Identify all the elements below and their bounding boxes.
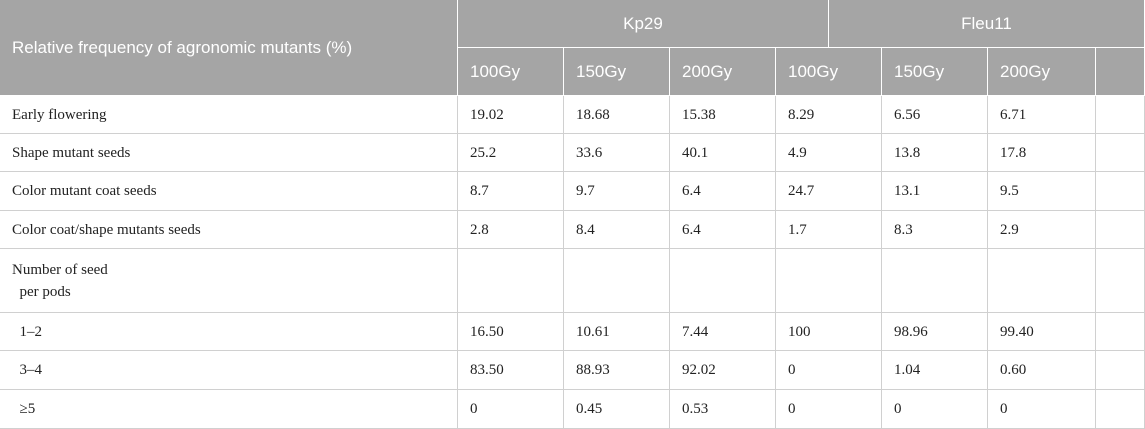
cell-value: 83.50 [458,351,564,390]
column-header: 150Gy [564,48,670,96]
row-label: 3–4 [0,351,458,390]
column-header: 100Gy [776,48,882,96]
cell-empty [1096,211,1145,249]
cell-value: 0 [776,390,882,429]
cell-empty [670,249,776,313]
cell-value: 1.04 [882,351,988,390]
cell-value: 9.5 [988,172,1096,211]
cell-value: 24.7 [776,172,882,211]
cell-empty [1096,172,1145,211]
cell-empty [776,249,882,313]
row-label: Shape mutant seeds [0,134,458,172]
column-header: 100Gy [458,48,564,96]
column-header: 200Gy [988,48,1096,96]
cell-empty [458,249,564,313]
cell-value: 10.61 [564,313,670,351]
cell-value: 15.38 [670,96,776,134]
cell-empty [1096,134,1145,172]
cell-value: 100 [776,313,882,351]
cell-empty [1096,390,1145,429]
cell-empty [564,249,670,313]
cell-value: 13.8 [882,134,988,172]
cell-empty [1096,313,1145,351]
cell-value: 6.4 [670,172,776,211]
cell-value: 8.29 [776,96,882,134]
cell-value: 16.50 [458,313,564,351]
cell-value: 0.53 [670,390,776,429]
cell-value: 8.3 [882,211,988,249]
cell-empty [1096,96,1145,134]
cell-value: 13.1 [882,172,988,211]
cell-value: 98.96 [882,313,988,351]
group-header: Fleu11 [829,0,1145,48]
cell-value: 18.68 [564,96,670,134]
group-header: Kp29 [458,0,829,48]
cell-value: 4.9 [776,134,882,172]
cell-value: 25.2 [458,134,564,172]
row-label: Color coat/shape mutants seeds [0,211,458,249]
cell-empty [1096,351,1145,390]
row-label: ≥5 [0,390,458,429]
cell-value: 0.60 [988,351,1096,390]
row-label: 1–2 [0,313,458,351]
column-header: 150Gy [882,48,988,96]
cell-value: 99.40 [988,313,1096,351]
cell-value: 40.1 [670,134,776,172]
cell-value: 2.9 [988,211,1096,249]
cell-value: 0.45 [564,390,670,429]
cell-value: 17.8 [988,134,1096,172]
cell-empty [1096,249,1145,313]
cell-value: 92.02 [670,351,776,390]
column-header-empty [1096,48,1145,96]
cell-value: 8.4 [564,211,670,249]
cell-value: 8.7 [458,172,564,211]
row-label: Number of seed per pods [0,249,458,313]
cell-value: 9.7 [564,172,670,211]
cell-value: 6.56 [882,96,988,134]
cell-empty [988,249,1096,313]
cell-value: 88.93 [564,351,670,390]
column-header: 200Gy [670,48,776,96]
cell-value: 6.71 [988,96,1096,134]
cell-value: 0 [458,390,564,429]
cell-value: 1.7 [776,211,882,249]
cell-value: 2.8 [458,211,564,249]
cell-value: 6.4 [670,211,776,249]
header-title: Relative frequency of agronomic mutants … [0,0,458,96]
cell-value: 0 [882,390,988,429]
cell-value: 0 [776,351,882,390]
cell-value: 7.44 [670,313,776,351]
row-label: Color mutant coat seeds [0,172,458,211]
cell-value: 0 [988,390,1096,429]
cell-value: 19.02 [458,96,564,134]
cell-empty [882,249,988,313]
cell-value: 33.6 [564,134,670,172]
row-label: Early flowering [0,96,458,134]
